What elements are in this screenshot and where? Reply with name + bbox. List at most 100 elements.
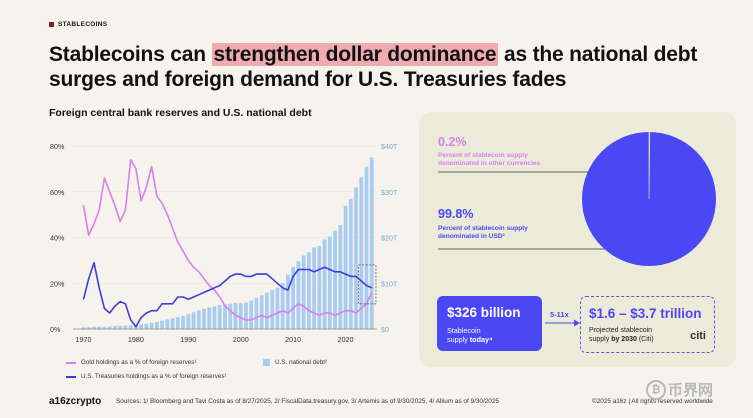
- treasuries-point: [109, 312, 111, 314]
- gold-point: [224, 305, 226, 307]
- debt-bar: [181, 315, 185, 329]
- gold-point: [109, 191, 111, 193]
- gold-point: [156, 195, 158, 197]
- pie-usd-desc-line1: Percent of stablecoin supply: [438, 225, 528, 232]
- gold-point: [119, 221, 121, 222]
- treasuries-point: [83, 298, 84, 300]
- gold-point: [313, 312, 315, 314]
- treasuries-point: [182, 296, 184, 298]
- x-tick-label: 2020: [338, 335, 354, 344]
- debt-bar: [238, 303, 243, 329]
- debt-bar: [301, 255, 306, 329]
- supply-projected-desc: Projected stablecoin supply by 2030 (Citi…: [589, 326, 654, 344]
- pie-usd-desc: Percent of stablecoin supply denominated …: [438, 225, 528, 241]
- gold-point: [261, 314, 263, 316]
- supply-projected-desc-line1: Projected stablecoin: [589, 327, 653, 334]
- headline-post: as the national debt surges and foreign …: [49, 43, 698, 91]
- treasuries-point: [261, 273, 263, 275]
- gold-point: [235, 314, 236, 316]
- x-tick-label: 2000: [233, 335, 249, 344]
- treasuries-point: [119, 301, 121, 302]
- legend-treasuries-swatch: [66, 375, 76, 378]
- multiplier-label: 5-11x: [550, 310, 569, 319]
- debt-bar: [249, 300, 254, 329]
- debt-bar: [128, 325, 133, 329]
- treasuries-point: [271, 278, 273, 280]
- watermark-coin-icon: ₿: [646, 380, 666, 400]
- gold-point: [93, 223, 95, 225]
- footer-sources: Sources: 1/ Bloomberg and Tavi Costa as …: [116, 398, 499, 405]
- debt-bar: [317, 245, 322, 329]
- debt-bar: [280, 283, 285, 329]
- legend-gold: Gold holdings as a % of foreign reserves…: [66, 359, 197, 366]
- y-left-tick-label: 80%: [50, 142, 65, 151]
- treasuries-point: [208, 289, 210, 291]
- x-tick-label: 1980: [128, 335, 144, 344]
- gold-point: [277, 312, 278, 314]
- highlight-dashed-box: [358, 264, 377, 305]
- debt-bar: [364, 166, 369, 329]
- treasuries-point: [339, 271, 341, 273]
- supply-today-desc-line1: Stablecoin: [447, 326, 481, 335]
- gold-point: [219, 296, 221, 298]
- treasuries-point: [350, 275, 352, 277]
- citi-logo: citi: [690, 330, 706, 342]
- gold-point: [308, 310, 310, 312]
- supply-projected-card: $1.6 – $3.7 trillion Projected stablecoi…: [580, 296, 715, 353]
- gold-point: [198, 271, 200, 273]
- treasuries-point: [277, 282, 278, 284]
- debt-bar: [265, 292, 269, 329]
- debt-bar: [154, 321, 159, 329]
- y-right-tick-label: $0: [381, 325, 389, 334]
- chart-title: Foreign central bank reserves and U.S. n…: [49, 107, 312, 119]
- debt-bar: [107, 326, 112, 329]
- debt-bar: [291, 266, 296, 329]
- treasuries-point: [235, 273, 236, 275]
- debt-bar: [144, 323, 149, 329]
- treasuries-point: [292, 275, 294, 277]
- gold-point: [355, 312, 357, 314]
- gold-point: [329, 312, 331, 314]
- debt-bar: [369, 157, 374, 329]
- debt-bar: [286, 274, 290, 329]
- tag-square-icon: [49, 22, 54, 27]
- treasuries-point: [187, 298, 189, 300]
- pie-other-slice: [648, 131, 651, 200]
- gold-point: [214, 289, 215, 291]
- gold-point: [161, 202, 163, 204]
- treasuries-point: [135, 326, 137, 328]
- debt-bar: [97, 326, 102, 329]
- supply-projected-value: $1.6 – $3.7 trillion: [589, 306, 702, 321]
- legend-treasuries-label: U.S. Treasuries holdings as a % of forei…: [81, 373, 227, 380]
- debt-bar: [191, 312, 196, 329]
- debt-bar: [322, 239, 327, 329]
- gold-point: [177, 241, 179, 243]
- treasuries-point: [303, 269, 305, 270]
- treasuries-point: [104, 308, 105, 309]
- treasuries-point: [156, 310, 158, 312]
- gold-point: [360, 308, 362, 309]
- gold-point: [193, 266, 194, 268]
- gold-point: [350, 310, 352, 312]
- gold-point: [140, 200, 142, 202]
- gold-point: [256, 317, 257, 318]
- treasuries-point: [240, 273, 242, 275]
- treasuries-point: [114, 305, 116, 307]
- gold-point: [371, 292, 373, 293]
- treasuries-point: [203, 292, 205, 293]
- gold-series-line: [82, 158, 373, 321]
- treasuries-point: [329, 269, 331, 270]
- treasuries-point: [177, 296, 179, 298]
- pie-other-desc-line1: Percent of stablecoin supply: [438, 152, 528, 159]
- debt-bar: [113, 326, 117, 329]
- gold-point: [125, 209, 126, 211]
- x-tick-label: 1990: [180, 335, 196, 344]
- debt-bar: [139, 324, 144, 329]
- debt-bar: [123, 325, 128, 329]
- supply-projected-desc-2a: supply: [589, 336, 612, 343]
- headline-pre: Stablecoins can: [49, 43, 212, 66]
- debt-bar: [259, 295, 264, 329]
- debt-bar: [207, 307, 212, 329]
